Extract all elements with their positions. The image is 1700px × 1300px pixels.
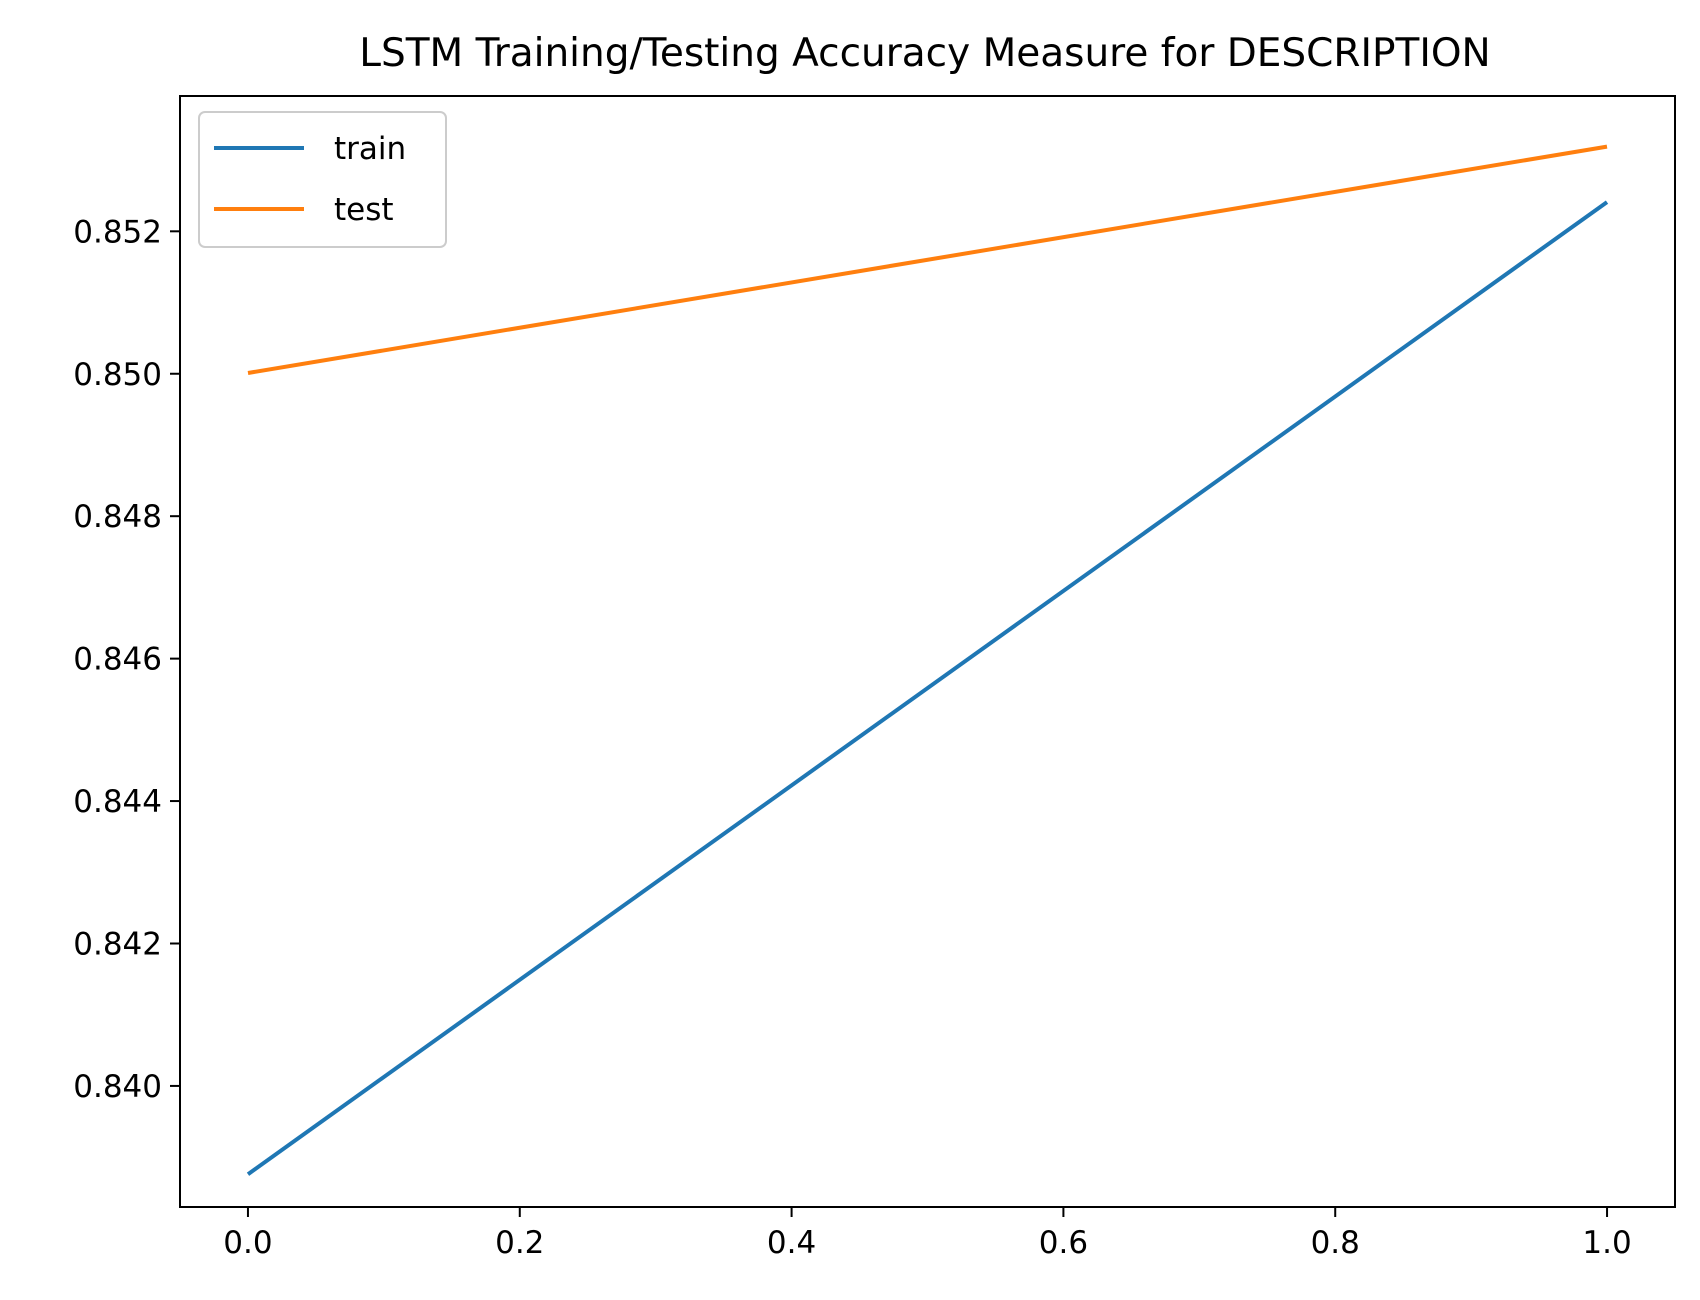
legend: train test — [198, 111, 447, 248]
x-axis: 0.0 0.2 0.4 0.6 0.8 1.0 — [223, 1207, 1632, 1261]
y-tick-label: 0.844 — [73, 784, 162, 820]
y-axis: 0.840 0.842 0.844 0.846 0.848 0.850 0.852 — [73, 214, 180, 1105]
y-tick-label: 0.840 — [73, 1069, 162, 1105]
y-tick-label: 0.850 — [73, 357, 162, 393]
x-tick-label: 0.0 — [223, 1225, 272, 1261]
legend-label-test: test — [334, 192, 394, 228]
y-tick-label: 0.846 — [73, 642, 162, 678]
x-tick-label: 0.6 — [1039, 1225, 1088, 1261]
y-tick-label: 0.848 — [73, 499, 162, 535]
chart-title: LSTM Training/Testing Accuracy Measure f… — [359, 31, 1490, 76]
x-tick-label: 1.0 — [1582, 1225, 1631, 1261]
series-layer — [246, 144, 1609, 1176]
plot-area — [179, 95, 1676, 1208]
x-tick-label: 0.8 — [1311, 1225, 1360, 1261]
legend-box — [198, 111, 447, 248]
legend-label-train: train — [334, 131, 406, 167]
series-line-test — [247, 144, 1608, 375]
x-tick-label: 0.2 — [495, 1225, 544, 1261]
x-tick-label: 0.4 — [767, 1225, 816, 1261]
y-tick-label: 0.852 — [73, 214, 162, 250]
y-tick-label: 0.842 — [73, 926, 162, 962]
series-line-train — [246, 200, 1609, 1176]
